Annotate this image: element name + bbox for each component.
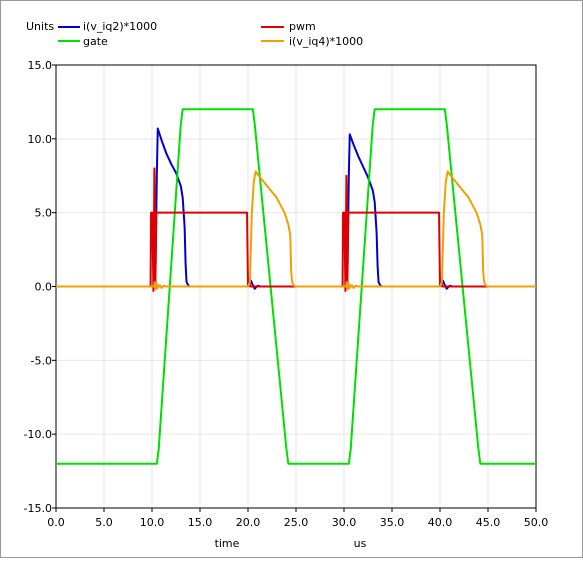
legend-label-2: pwm [289,20,316,33]
axis-ticks: 0.0 5.0 10.0 15.0 20.0 25.0 30.0 35.0 40.0 45.0 50… [24,59,549,529]
x-tick-label: 50.0 [524,516,549,529]
y-tick-label: 15.0 [28,59,53,72]
x-axis-unit: us [354,537,367,550]
x-axis-label: time [215,537,240,550]
legend-label-0: i(v_iq2)*1000 [83,20,157,33]
x-tick-label: 15.0 [188,516,213,529]
x-tick-label: 30.0 [332,516,357,529]
series-group [56,108,536,465]
x-tick-label: 35.0 [380,516,405,529]
y-tick-label: 5.0 [35,207,53,220]
legend-label-1: gate [83,35,108,48]
x-tick-label: 0.0 [47,516,65,529]
x-tick-label: 45.0 [476,516,501,529]
x-tick-label: 10.0 [140,516,165,529]
y-tick-label: 10.0 [28,133,53,146]
x-tick-label: 25.0 [284,516,309,529]
legend-label-3: i(v_iq4)*1000 [289,35,363,48]
y-tick-label: -15.0 [24,502,52,515]
series-line-3 [56,170,536,291]
x-tick-label: 40.0 [428,516,453,529]
x-tick-label: 5.0 [95,516,113,529]
units-label: Units [26,20,54,33]
legend: Units i(v_iq2)*1000 gate pwm i(v_iq4)*10… [26,20,363,48]
y-tick-label: -5.0 [31,354,52,367]
x-tick-label: 20.0 [236,516,261,529]
y-tick-label: -10.0 [24,428,52,441]
y-tick-label: 0.0 [35,281,53,294]
